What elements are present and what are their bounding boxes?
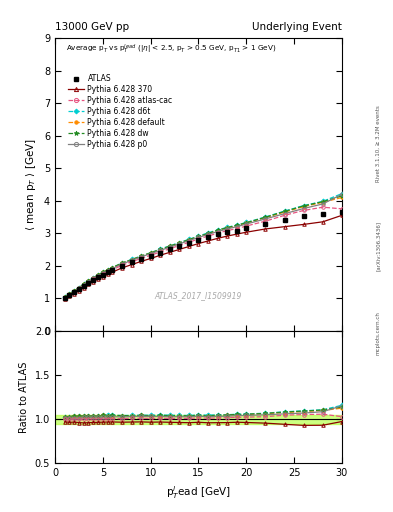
Legend: ATLAS, Pythia 6.428 370, Pythia 6.428 atlas-cac, Pythia 6.428 d6t, Pythia 6.428 : ATLAS, Pythia 6.428 370, Pythia 6.428 at…	[64, 72, 176, 152]
Y-axis label: Ratio to ATLAS: Ratio to ATLAS	[19, 361, 29, 433]
Text: Underlying Event: Underlying Event	[252, 22, 342, 32]
Text: Average p$_T$ vs p$_T^{lead}$ (|$\eta$| < 2.5, p$_T$ > 0.5 GeV, p$_{T1}$ > 1 GeV: Average p$_T$ vs p$_T^{lead}$ (|$\eta$| …	[66, 43, 277, 56]
Y-axis label: ⟨ mean p$_T$ ⟩ [GeV]: ⟨ mean p$_T$ ⟩ [GeV]	[24, 138, 39, 231]
Bar	[55, 415, 342, 423]
X-axis label: p$_T^l$ead [GeV]: p$_T^l$ead [GeV]	[166, 484, 231, 501]
Text: mcplots.cern.ch: mcplots.cern.ch	[376, 311, 380, 355]
Text: [arXiv:1306.3436]: [arXiv:1306.3436]	[376, 221, 380, 271]
Text: 13000 GeV pp: 13000 GeV pp	[55, 22, 129, 32]
Text: Rivet 3.1.10, ≥ 3.2M events: Rivet 3.1.10, ≥ 3.2M events	[376, 105, 380, 182]
Text: ATLAS_2017_I1509919: ATLAS_2017_I1509919	[155, 291, 242, 300]
